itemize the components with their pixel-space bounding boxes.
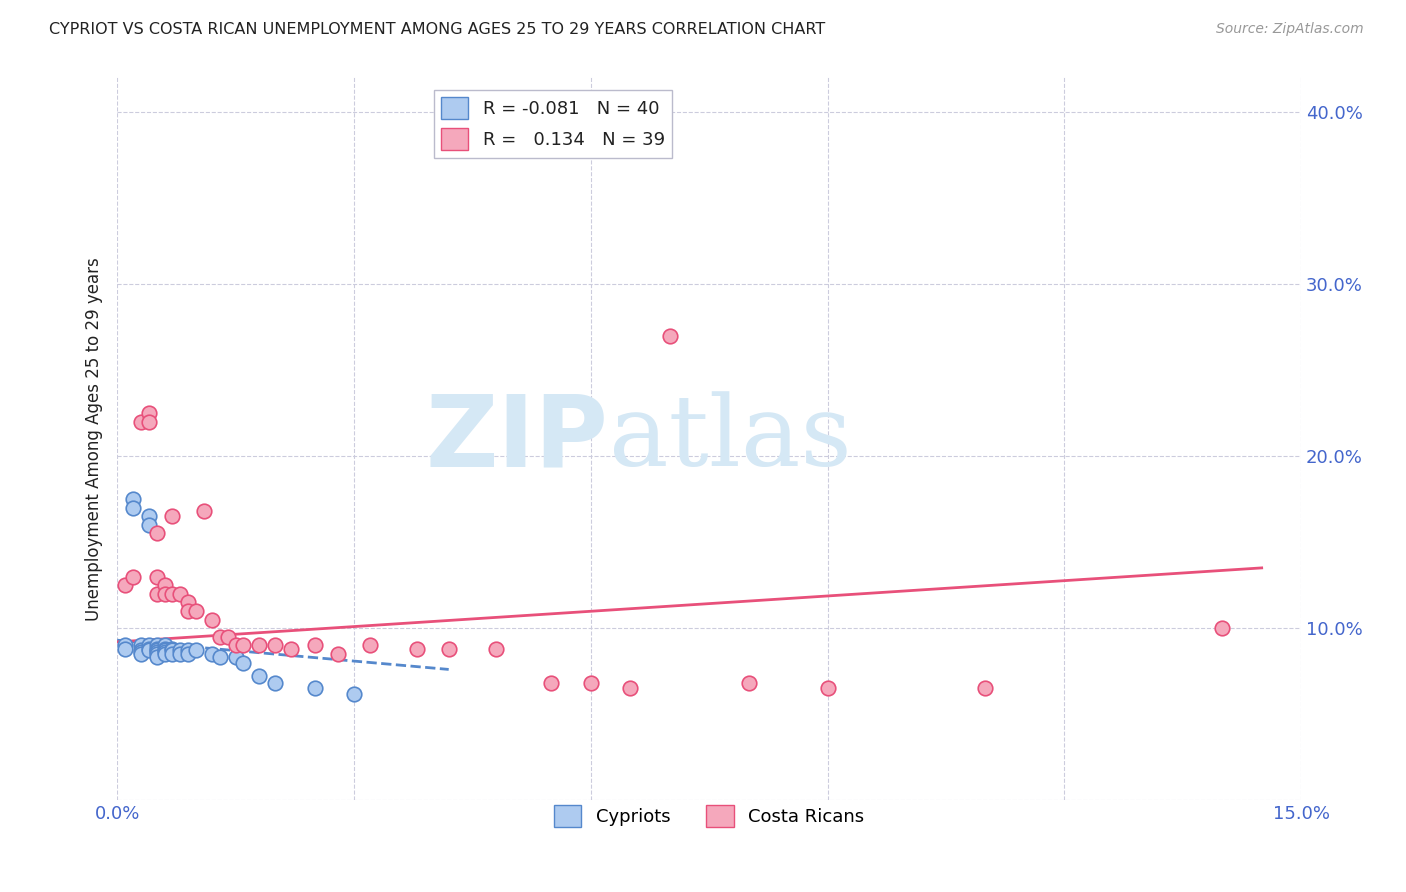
Point	[162, 647, 184, 661]
Point	[145, 650, 167, 665]
Point	[145, 569, 167, 583]
Point	[201, 647, 224, 661]
Point	[145, 638, 167, 652]
Y-axis label: Unemployment Among Ages 25 to 29 years: Unemployment Among Ages 25 to 29 years	[86, 257, 103, 621]
Point	[232, 656, 254, 670]
Point	[145, 587, 167, 601]
Point	[138, 415, 160, 429]
Point	[264, 638, 287, 652]
Point	[658, 328, 681, 343]
Point	[162, 587, 184, 601]
Point	[145, 647, 167, 661]
Point	[153, 647, 176, 661]
Point	[138, 638, 160, 652]
Point	[129, 645, 152, 659]
Point	[280, 641, 302, 656]
Point	[184, 643, 207, 657]
Point	[193, 504, 215, 518]
Point	[247, 669, 270, 683]
Point	[162, 509, 184, 524]
Legend: Cypriots, Costa Ricans: Cypriots, Costa Ricans	[547, 798, 872, 835]
Point	[304, 638, 326, 652]
Point	[217, 630, 239, 644]
Text: ZIP: ZIP	[426, 391, 609, 487]
Point	[817, 681, 839, 696]
Point	[122, 491, 145, 506]
Point	[304, 681, 326, 696]
Point	[153, 587, 176, 601]
Point	[247, 638, 270, 652]
Point	[114, 641, 136, 656]
Point	[619, 681, 641, 696]
Point	[145, 645, 167, 659]
Point	[208, 650, 231, 665]
Point	[406, 641, 429, 656]
Point	[138, 509, 160, 524]
Point	[138, 643, 160, 657]
Point	[177, 647, 200, 661]
Point	[129, 638, 152, 652]
Point	[540, 676, 562, 690]
Point	[225, 650, 247, 665]
Point	[162, 643, 184, 657]
Point	[153, 638, 176, 652]
Point	[343, 686, 366, 700]
Point	[138, 641, 160, 656]
Point	[114, 638, 136, 652]
Point	[974, 681, 997, 696]
Text: CYPRIOT VS COSTA RICAN UNEMPLOYMENT AMONG AGES 25 TO 29 YEARS CORRELATION CHART: CYPRIOT VS COSTA RICAN UNEMPLOYMENT AMON…	[49, 22, 825, 37]
Point	[145, 641, 167, 656]
Point	[169, 647, 191, 661]
Point	[1211, 621, 1233, 635]
Point	[153, 641, 176, 656]
Point	[328, 647, 350, 661]
Point	[201, 613, 224, 627]
Point	[359, 638, 381, 652]
Point	[129, 415, 152, 429]
Point	[177, 643, 200, 657]
Point	[264, 676, 287, 690]
Point	[145, 526, 167, 541]
Point	[437, 641, 460, 656]
Point	[169, 587, 191, 601]
Text: atlas: atlas	[609, 391, 851, 487]
Point	[129, 643, 152, 657]
Point	[145, 643, 167, 657]
Point	[225, 638, 247, 652]
Point	[579, 676, 602, 690]
Point	[485, 641, 508, 656]
Point	[153, 645, 176, 659]
Point	[184, 604, 207, 618]
Point	[122, 569, 145, 583]
Text: Source: ZipAtlas.com: Source: ZipAtlas.com	[1216, 22, 1364, 37]
Point	[153, 643, 176, 657]
Point	[162, 641, 184, 656]
Point	[138, 406, 160, 420]
Point	[114, 578, 136, 592]
Point	[737, 676, 759, 690]
Point	[208, 630, 231, 644]
Point	[177, 595, 200, 609]
Point	[122, 500, 145, 515]
Point	[232, 638, 254, 652]
Point	[153, 578, 176, 592]
Point	[138, 517, 160, 532]
Point	[177, 604, 200, 618]
Point	[129, 647, 152, 661]
Point	[169, 643, 191, 657]
